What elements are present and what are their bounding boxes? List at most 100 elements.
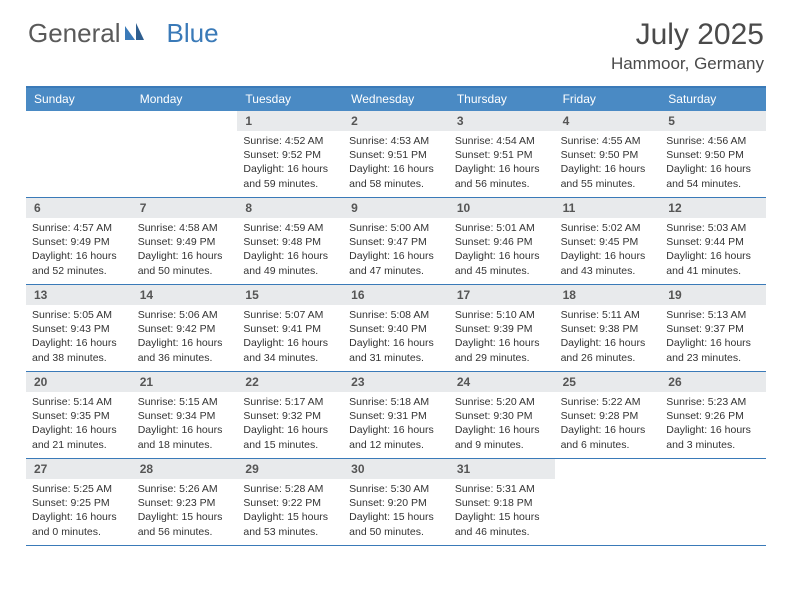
sunset-text: Sunset: 9:37 PM: [666, 322, 760, 336]
daylight-text: Daylight: 16 hours and 18 minutes.: [138, 423, 232, 451]
sunrise-text: Sunrise: 5:26 AM: [138, 482, 232, 496]
calendar-cell: 18Sunrise: 5:11 AMSunset: 9:38 PMDayligh…: [555, 285, 661, 371]
daylight-text: Daylight: 16 hours and 45 minutes.: [455, 249, 549, 277]
daylight-text: Daylight: 16 hours and 52 minutes.: [32, 249, 126, 277]
calendar-week: 13Sunrise: 5:05 AMSunset: 9:43 PMDayligh…: [26, 285, 766, 372]
sunrise-text: Sunrise: 5:03 AM: [666, 221, 760, 235]
daylight-text: Daylight: 16 hours and 31 minutes.: [349, 336, 443, 364]
daylight-text: Daylight: 15 hours and 53 minutes.: [243, 510, 337, 538]
calendar-cell: 6Sunrise: 4:57 AMSunset: 9:49 PMDaylight…: [26, 198, 132, 284]
day-number: 17: [449, 285, 555, 305]
calendar-cell: 26Sunrise: 5:23 AMSunset: 9:26 PMDayligh…: [660, 372, 766, 458]
daylight-text: Daylight: 16 hours and 47 minutes.: [349, 249, 443, 277]
daylight-text: Daylight: 16 hours and 41 minutes.: [666, 249, 760, 277]
calendar-cell: [660, 459, 766, 545]
calendar-cell: 10Sunrise: 5:01 AMSunset: 9:46 PMDayligh…: [449, 198, 555, 284]
location-label: Hammoor, Germany: [611, 54, 764, 74]
day-number: 16: [343, 285, 449, 305]
sunset-text: Sunset: 9:34 PM: [138, 409, 232, 423]
day-number: 13: [26, 285, 132, 305]
month-title: July 2025: [611, 18, 764, 52]
day-info: Sunrise: 4:58 AMSunset: 9:49 PMDaylight:…: [132, 218, 238, 282]
day-info: Sunrise: 5:03 AMSunset: 9:44 PMDaylight:…: [660, 218, 766, 282]
day-info: Sunrise: 5:28 AMSunset: 9:22 PMDaylight:…: [237, 479, 343, 543]
daylight-text: Daylight: 16 hours and 0 minutes.: [32, 510, 126, 538]
daylight-text: Daylight: 16 hours and 29 minutes.: [455, 336, 549, 364]
calendar-cell: 13Sunrise: 5:05 AMSunset: 9:43 PMDayligh…: [26, 285, 132, 371]
calendar-cell: 12Sunrise: 5:03 AMSunset: 9:44 PMDayligh…: [660, 198, 766, 284]
day-info: Sunrise: 4:55 AMSunset: 9:50 PMDaylight:…: [555, 131, 661, 195]
calendar-cell: 23Sunrise: 5:18 AMSunset: 9:31 PMDayligh…: [343, 372, 449, 458]
logo-text-blue: Blue: [167, 18, 219, 49]
calendar-cell: 31Sunrise: 5:31 AMSunset: 9:18 PMDayligh…: [449, 459, 555, 545]
sunrise-text: Sunrise: 4:54 AM: [455, 134, 549, 148]
day-info: Sunrise: 5:02 AMSunset: 9:45 PMDaylight:…: [555, 218, 661, 282]
day-number: 10: [449, 198, 555, 218]
day-number: 24: [449, 372, 555, 392]
day-info: Sunrise: 5:20 AMSunset: 9:30 PMDaylight:…: [449, 392, 555, 456]
calendar-cell: 11Sunrise: 5:02 AMSunset: 9:45 PMDayligh…: [555, 198, 661, 284]
sunset-text: Sunset: 9:51 PM: [455, 148, 549, 162]
weekday-label: Thursday: [449, 88, 555, 111]
header: General Blue July 2025 Hammoor, Germany: [0, 0, 792, 80]
day-info: Sunrise: 5:08 AMSunset: 9:40 PMDaylight:…: [343, 305, 449, 369]
day-info: Sunrise: 5:11 AMSunset: 9:38 PMDaylight:…: [555, 305, 661, 369]
day-number: 19: [660, 285, 766, 305]
calendar-cell: 7Sunrise: 4:58 AMSunset: 9:49 PMDaylight…: [132, 198, 238, 284]
daylight-text: Daylight: 16 hours and 55 minutes.: [561, 162, 655, 190]
calendar-cell: 24Sunrise: 5:20 AMSunset: 9:30 PMDayligh…: [449, 372, 555, 458]
sunset-text: Sunset: 9:23 PM: [138, 496, 232, 510]
sunset-text: Sunset: 9:49 PM: [32, 235, 126, 249]
calendar-cell: 29Sunrise: 5:28 AMSunset: 9:22 PMDayligh…: [237, 459, 343, 545]
daylight-text: Daylight: 16 hours and 6 minutes.: [561, 423, 655, 451]
sunset-text: Sunset: 9:22 PM: [243, 496, 337, 510]
sunset-text: Sunset: 9:50 PM: [561, 148, 655, 162]
sunrise-text: Sunrise: 5:30 AM: [349, 482, 443, 496]
calendar-cell: 15Sunrise: 5:07 AMSunset: 9:41 PMDayligh…: [237, 285, 343, 371]
calendar-cell: 5Sunrise: 4:56 AMSunset: 9:50 PMDaylight…: [660, 111, 766, 197]
sunset-text: Sunset: 9:43 PM: [32, 322, 126, 336]
day-info: Sunrise: 5:05 AMSunset: 9:43 PMDaylight:…: [26, 305, 132, 369]
day-number: 2: [343, 111, 449, 131]
sunset-text: Sunset: 9:48 PM: [243, 235, 337, 249]
daylight-text: Daylight: 16 hours and 12 minutes.: [349, 423, 443, 451]
calendar-cell: 25Sunrise: 5:22 AMSunset: 9:28 PMDayligh…: [555, 372, 661, 458]
day-number: 7: [132, 198, 238, 218]
day-info: Sunrise: 4:59 AMSunset: 9:48 PMDaylight:…: [237, 218, 343, 282]
sunrise-text: Sunrise: 5:17 AM: [243, 395, 337, 409]
day-info: Sunrise: 4:54 AMSunset: 9:51 PMDaylight:…: [449, 131, 555, 195]
sunrise-text: Sunrise: 4:53 AM: [349, 134, 443, 148]
weekday-header: SundayMondayTuesdayWednesdayThursdayFrid…: [26, 88, 766, 111]
calendar-week: 27Sunrise: 5:25 AMSunset: 9:25 PMDayligh…: [26, 459, 766, 546]
daylight-text: Daylight: 16 hours and 54 minutes.: [666, 162, 760, 190]
sunrise-text: Sunrise: 5:14 AM: [32, 395, 126, 409]
calendar-cell: 4Sunrise: 4:55 AMSunset: 9:50 PMDaylight…: [555, 111, 661, 197]
day-info: Sunrise: 4:57 AMSunset: 9:49 PMDaylight:…: [26, 218, 132, 282]
sunset-text: Sunset: 9:52 PM: [243, 148, 337, 162]
day-number: 27: [26, 459, 132, 479]
calendar-week: 6Sunrise: 4:57 AMSunset: 9:49 PMDaylight…: [26, 198, 766, 285]
sunset-text: Sunset: 9:47 PM: [349, 235, 443, 249]
sunset-text: Sunset: 9:39 PM: [455, 322, 549, 336]
daylight-text: Daylight: 16 hours and 9 minutes.: [455, 423, 549, 451]
weekday-label: Sunday: [26, 88, 132, 111]
daylight-text: Daylight: 16 hours and 59 minutes.: [243, 162, 337, 190]
day-number: 3: [449, 111, 555, 131]
sunrise-text: Sunrise: 5:28 AM: [243, 482, 337, 496]
calendar-week: 1Sunrise: 4:52 AMSunset: 9:52 PMDaylight…: [26, 111, 766, 198]
day-info: Sunrise: 5:25 AMSunset: 9:25 PMDaylight:…: [26, 479, 132, 543]
calendar-cell: 14Sunrise: 5:06 AMSunset: 9:42 PMDayligh…: [132, 285, 238, 371]
day-number: 21: [132, 372, 238, 392]
sunrise-text: Sunrise: 5:00 AM: [349, 221, 443, 235]
daylight-text: Daylight: 16 hours and 3 minutes.: [666, 423, 760, 451]
calendar-cell: 2Sunrise: 4:53 AMSunset: 9:51 PMDaylight…: [343, 111, 449, 197]
weekday-label: Monday: [132, 88, 238, 111]
sunrise-text: Sunrise: 5:22 AM: [561, 395, 655, 409]
sunset-text: Sunset: 9:30 PM: [455, 409, 549, 423]
day-number: 18: [555, 285, 661, 305]
calendar-cell: [555, 459, 661, 545]
sunrise-text: Sunrise: 4:57 AM: [32, 221, 126, 235]
calendar-cell: 28Sunrise: 5:26 AMSunset: 9:23 PMDayligh…: [132, 459, 238, 545]
sunset-text: Sunset: 9:42 PM: [138, 322, 232, 336]
calendar-cell: 8Sunrise: 4:59 AMSunset: 9:48 PMDaylight…: [237, 198, 343, 284]
